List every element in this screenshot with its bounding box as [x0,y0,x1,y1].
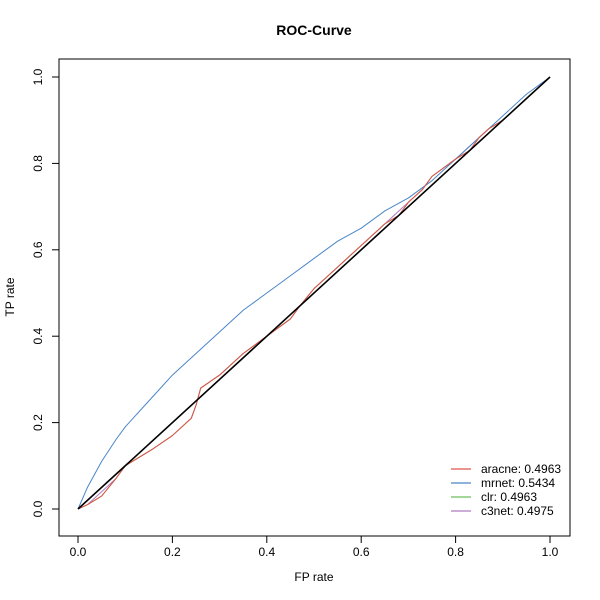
legend-label: c3net: 0.4975 [481,504,554,518]
y-tick-label: 0.8 [31,155,45,172]
x-tick-label: 0.4 [258,545,275,559]
reference-line [77,76,551,510]
y-tick-label: 0.2 [31,414,45,431]
x-tick-label: 0.6 [353,545,370,559]
legend-label: clr: 0.4963 [481,490,537,504]
y-tick-label: 0.6 [31,241,45,258]
series-line-1 [77,76,551,510]
y-tick-label: 1.0 [31,68,45,85]
legend-label: aracne: 0.4963 [481,462,561,476]
x-axis-label: FP rate [294,570,333,584]
chart-title: ROC-Curve [276,22,352,38]
y-axis: 0.0 0.2 0.4 0.6 0.8 1.0 [31,68,60,517]
x-axis: 0.0 0.2 0.4 0.6 0.8 1.0 [70,535,559,559]
x-tick-label: 0.0 [70,545,87,559]
legend-label: mrnet: 0.5434 [481,476,555,490]
y-tick-label: 0.4 [31,328,45,345]
x-tick-label: 0.2 [164,545,181,559]
x-tick-label: 0.8 [447,545,464,559]
series-layer [77,76,551,510]
y-tick-label: 0.0 [31,500,45,517]
y-axis-label: TP rate [3,277,17,316]
x-tick-label: 1.0 [542,545,559,559]
